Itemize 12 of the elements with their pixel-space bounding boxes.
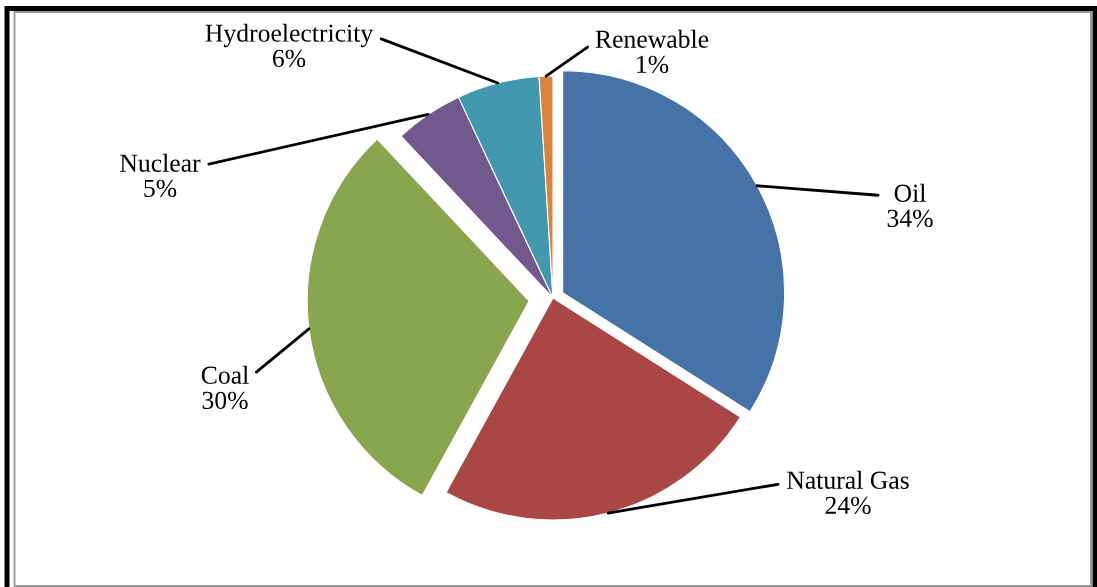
slice-label: Nuclear	[120, 153, 201, 172]
slice-label: Hydroelectricity	[205, 23, 374, 48]
data-label: 24%	[825, 496, 871, 515]
slice-label: Renewable	[595, 29, 709, 48]
data-label: 1%	[637, 55, 669, 74]
slice-label: Natural Gas	[787, 470, 909, 489]
data-label: 5%	[144, 179, 177, 198]
data-label: 30%	[202, 391, 248, 410]
data-label: 6%	[272, 49, 306, 68]
slice-label: Coal	[201, 365, 249, 384]
data-label: 34%	[887, 209, 933, 228]
slice-label: Oil	[894, 183, 926, 202]
